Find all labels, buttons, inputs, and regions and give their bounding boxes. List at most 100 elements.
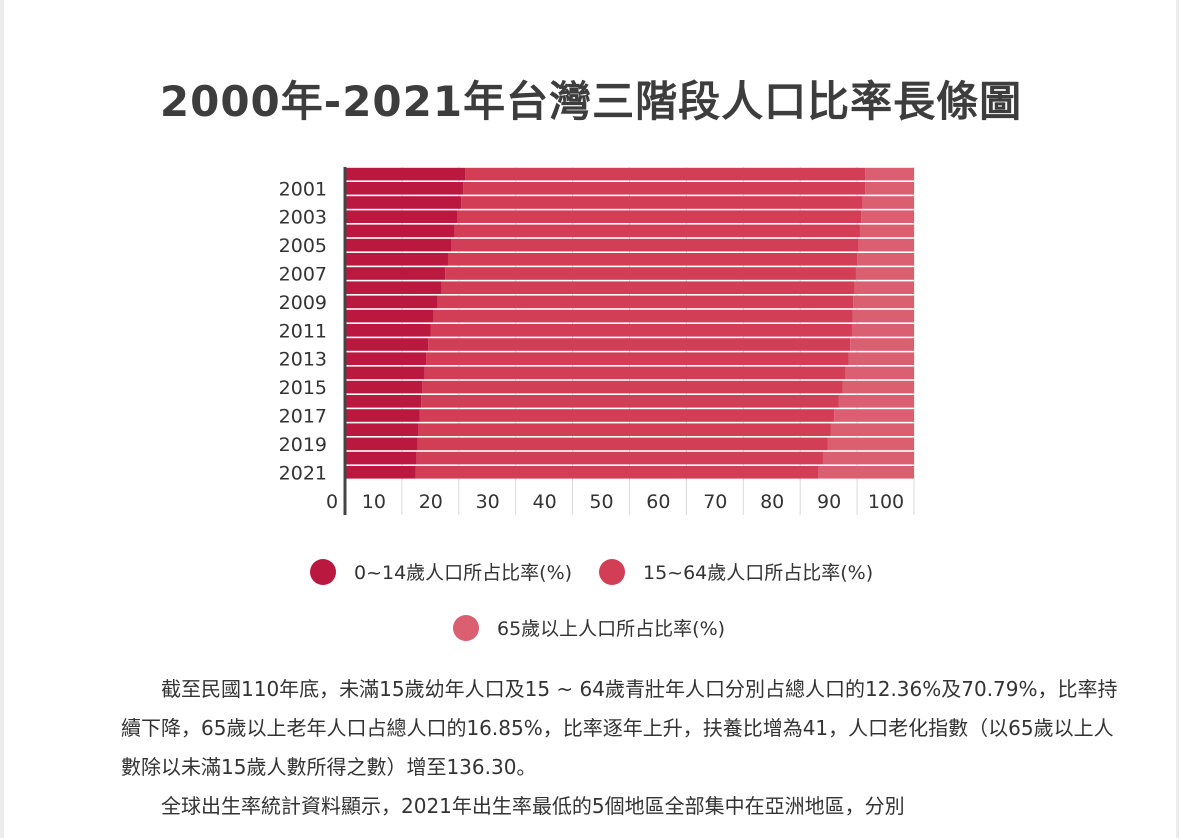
bar-2003-series-2 <box>861 210 914 223</box>
bar-2018-series-0 <box>345 423 419 436</box>
x-tick-labels: 0 10 20 30 40 50 60 70 80 90 100 <box>326 491 904 513</box>
bar-2007-series-2 <box>855 267 914 280</box>
bar-2010-series-1 <box>433 309 853 323</box>
bar-2004-series-0 <box>345 224 455 238</box>
y-tick-label-2017: 2017 <box>279 406 327 428</box>
bar-2004-series-2 <box>859 224 914 238</box>
bar-2015-series-1 <box>422 380 843 394</box>
bar-2011-series-1 <box>430 324 852 337</box>
bar-2017-series-2 <box>834 409 914 422</box>
bar-2017-series-1 <box>419 409 835 422</box>
bar-2014-series-1 <box>424 366 846 380</box>
bar-2010-series-0 <box>345 309 434 323</box>
y-tick-labels: 2001 2003 2005 2007 2009 2011 2013 2015 2017 2019… <box>279 178 327 484</box>
bar-2001-series-0 <box>345 182 464 195</box>
bar-2011-series-0 <box>345 324 431 337</box>
bar-2002-series-0 <box>345 196 462 209</box>
article-paragraph-2: 全球出生率統計資料顯示，2021年出生率最低的5個地區全部集中在亞洲地區，分別 <box>161 794 905 818</box>
bar-2013-series-2 <box>848 352 914 365</box>
bar-2003-series-1 <box>457 210 862 223</box>
bar-2002-series-1 <box>461 196 863 209</box>
bar-2006-series-0 <box>345 253 448 266</box>
bar-2000-series-1 <box>465 167 866 181</box>
legend-label-15-64: 15~64歲人口所占比率(%) <box>643 562 874 584</box>
bar-2016-series-0 <box>345 395 422 408</box>
bar-2009-series-0 <box>345 295 438 309</box>
x-tick-label-60: 60 <box>646 491 670 513</box>
x-tick-label-50: 50 <box>589 491 613 513</box>
bar-2000-series-2 <box>865 167 914 181</box>
bar-2019-series-1 <box>417 437 828 451</box>
bar-2021-series-1 <box>415 466 819 479</box>
x-tick-label-100: 100 <box>868 491 904 513</box>
bar-2008-series-1 <box>441 281 855 294</box>
bar-2003-series-0 <box>345 210 458 223</box>
bar-2012-series-2 <box>850 338 914 351</box>
y-tick-label-2021: 2021 <box>279 462 327 484</box>
bar-2017-series-0 <box>345 409 420 422</box>
bar-2014-series-2 <box>845 366 914 380</box>
bar-2005-series-1 <box>451 238 859 252</box>
bar-2005-series-2 <box>858 238 914 252</box>
bar-2021-series-0 <box>345 466 416 479</box>
legend-swatch-65-plus <box>453 614 479 641</box>
bar-2012-series-1 <box>428 338 851 351</box>
bar-2018-series-2 <box>830 423 914 436</box>
x-tick-label-80: 80 <box>760 491 784 513</box>
y-tick-label-2013: 2013 <box>279 349 327 371</box>
legend-item-65-plus[interactable]: 65歲以上人口所占比率(%) <box>453 614 725 641</box>
article-text: 截至民國110年底，未滿15歲幼年人口及15 ~ 64歲青壯年人口分別占總人口的… <box>121 670 1121 826</box>
bar-2010-series-2 <box>852 309 914 323</box>
legend-swatch-15-64 <box>599 558 625 585</box>
x-tick-label-20: 20 <box>419 491 443 513</box>
page-frame-left <box>0 0 4 838</box>
bar-2016-series-2 <box>838 395 914 408</box>
bar-2020-series-1 <box>416 451 823 465</box>
bar-2021-series-2 <box>818 466 914 479</box>
y-tick-label-2011: 2011 <box>279 320 327 342</box>
bar-2011-series-2 <box>851 324 914 337</box>
bar-2015-series-2 <box>842 380 914 394</box>
legend-swatch-0-14 <box>310 558 336 585</box>
bar-2004-series-1 <box>454 224 860 238</box>
bar-2020-series-0 <box>345 451 417 465</box>
article-paragraph-1: 截至民國110年底，未滿15歲幼年人口及15 ~ 64歲青壯年人口分別占總人口的… <box>121 677 1118 779</box>
bar-2007-series-0 <box>345 267 446 280</box>
legend-label-65-plus: 65歲以上人口所占比率(%) <box>497 618 726 640</box>
bar-2007-series-1 <box>445 267 856 280</box>
chart-bars <box>345 167 914 479</box>
y-tick-label-2003: 2003 <box>279 207 327 229</box>
bar-2012-series-0 <box>345 338 429 351</box>
legend-label-0-14: 0~14歲人口所占比率(%) <box>354 562 573 584</box>
x-tick-label-90: 90 <box>817 491 841 513</box>
y-tick-label-2009: 2009 <box>279 292 327 314</box>
bar-2016-series-1 <box>421 395 839 408</box>
bar-2009-series-2 <box>853 295 914 309</box>
bar-2020-series-2 <box>822 451 914 465</box>
x-tick-label-40: 40 <box>533 491 557 513</box>
y-tick-label-2007: 2007 <box>279 264 327 286</box>
page-frame-right <box>1176 0 1179 838</box>
bar-2000-series-0 <box>345 167 466 181</box>
bar-2013-series-1 <box>426 352 849 365</box>
bar-2002-series-2 <box>862 196 914 209</box>
legend-item-0-14[interactable]: 0~14歲人口所占比率(%) <box>310 558 572 585</box>
bar-2009-series-1 <box>437 295 854 309</box>
bar-2019-series-0 <box>345 437 418 451</box>
x-tick-label-10: 10 <box>362 491 386 513</box>
bar-2006-series-2 <box>857 253 914 266</box>
bar-2005-series-0 <box>345 238 452 252</box>
bar-2014-series-0 <box>345 366 425 380</box>
y-tick-label-2015: 2015 <box>279 377 327 399</box>
bar-2001-series-1 <box>463 182 866 195</box>
legend-item-15-64[interactable]: 15~64歲人口所占比率(%) <box>599 558 873 585</box>
bar-2018-series-1 <box>418 423 831 436</box>
chart-title: 2000年-2021年台灣三階段人口比率長條圖 <box>159 77 1023 126</box>
bar-2001-series-2 <box>865 182 914 195</box>
bar-2006-series-1 <box>447 253 858 266</box>
bar-2013-series-0 <box>345 352 427 365</box>
y-tick-label-2001: 2001 <box>279 178 327 200</box>
bar-2019-series-2 <box>827 437 914 451</box>
bar-2008-series-2 <box>854 281 914 294</box>
y-tick-label-2005: 2005 <box>279 235 327 257</box>
